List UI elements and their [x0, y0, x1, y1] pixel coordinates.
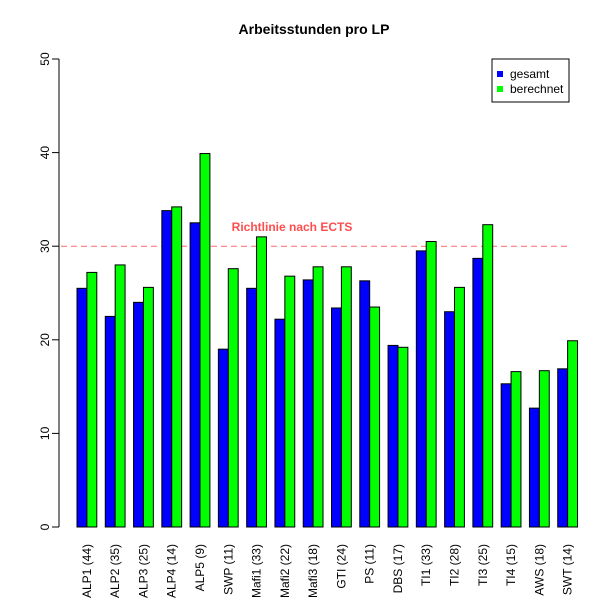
x-tick-label: SWP (11) — [221, 544, 235, 595]
x-axis-labels: ALP1 (44) ALP2 (35) ALP3 (25) ALP4 (14) ALP5… — [80, 544, 575, 598]
bar-gesamt — [387, 344, 399, 528]
bar-gesamt — [161, 210, 173, 528]
x-tick-label: ALP5 (9) — [193, 544, 207, 591]
y-tick-label: 30 — [38, 239, 52, 253]
x-tick-label: ALP3 (25) — [136, 544, 150, 598]
bar-berechnet — [256, 236, 267, 528]
x-tick-label: SWT (14) — [561, 544, 575, 595]
bar-gesamt — [359, 280, 371, 528]
x-tick-label: GTI (24) — [334, 544, 348, 589]
x-tick-label: ALP2 (35) — [108, 544, 122, 598]
bar-berechnet — [482, 224, 494, 528]
bar-gesamt — [472, 257, 484, 528]
bar-gesamt — [104, 315, 116, 528]
bar-berechnet — [538, 370, 550, 528]
legend-swatch-berechnet — [497, 86, 503, 92]
y-tick-label: 0 — [38, 523, 52, 530]
bar-gesamt — [189, 222, 201, 528]
bar-berechnet — [284, 275, 296, 528]
bar-gesamt — [217, 348, 229, 528]
bar-berechnet — [199, 153, 211, 528]
legend-box — [491, 58, 570, 103]
bar-gesamt — [528, 407, 540, 528]
bar-gesamt — [274, 318, 286, 528]
bar-gesamt — [76, 287, 88, 528]
y-tick-label: 40 — [38, 146, 52, 160]
x-tick-label: Mafi2 (22) — [278, 544, 292, 598]
x-tick-label: TI2 (28) — [448, 544, 462, 586]
bar-berechnet — [227, 268, 239, 528]
bar-berechnet — [510, 371, 522, 528]
chart-title: Arbeitsstunden pro LP — [239, 21, 390, 37]
bar-gesamt — [500, 383, 512, 528]
y-tick-label: 10 — [38, 426, 52, 440]
bar-berechnet — [369, 306, 381, 528]
y-tick-label: 20 — [38, 333, 52, 347]
bar-berechnet — [454, 286, 465, 528]
bar-gesamt — [415, 250, 427, 528]
x-tick-label: TI1 (33) — [419, 544, 433, 586]
x-tick-label: ALP4 (14) — [165, 544, 179, 598]
x-tick-label: TI3 (25) — [476, 544, 490, 586]
bar-berechnet — [142, 286, 154, 528]
bar-gesamt — [444, 311, 456, 528]
reference-line-label: Richtlinie nach ECTS — [232, 220, 353, 234]
legend-label-berechnet: berechnet — [510, 82, 564, 96]
legend-swatch-gesamt — [497, 71, 503, 77]
bars-group — [76, 153, 579, 528]
bar-berechnet — [114, 264, 126, 528]
bar-gesamt — [246, 287, 258, 528]
bar-berechnet — [567, 340, 579, 528]
bar-berechnet — [425, 241, 437, 528]
y-axis: 0 10 20 30 40 50 — [38, 52, 60, 530]
x-tick-label: Mafi3 (18) — [306, 544, 320, 598]
bar-berechnet — [86, 271, 98, 528]
x-tick-label: Mafi1 (33) — [250, 544, 264, 598]
bar-berechnet — [312, 266, 324, 528]
bar-gesamt — [302, 279, 314, 528]
y-tick-label: 50 — [38, 52, 52, 66]
bar-berechnet — [340, 266, 352, 528]
x-tick-label: TI4 (15) — [504, 544, 518, 586]
bar-berechnet — [171, 206, 183, 528]
x-tick-label: ALP1 (44) — [80, 544, 94, 598]
bar-gesamt — [331, 307, 342, 528]
bar-berechnet — [397, 346, 409, 528]
x-tick-label: AWS (18) — [532, 544, 546, 596]
x-tick-label: DBS (17) — [391, 544, 405, 593]
reference-line-group: Richtlinie nach ECTS — [61, 220, 570, 247]
bar-gesamt — [133, 301, 144, 528]
legend-label-gesamt: gesamt — [510, 67, 550, 81]
bar-gesamt — [557, 368, 569, 528]
x-tick-label: PS (11) — [363, 544, 377, 584]
